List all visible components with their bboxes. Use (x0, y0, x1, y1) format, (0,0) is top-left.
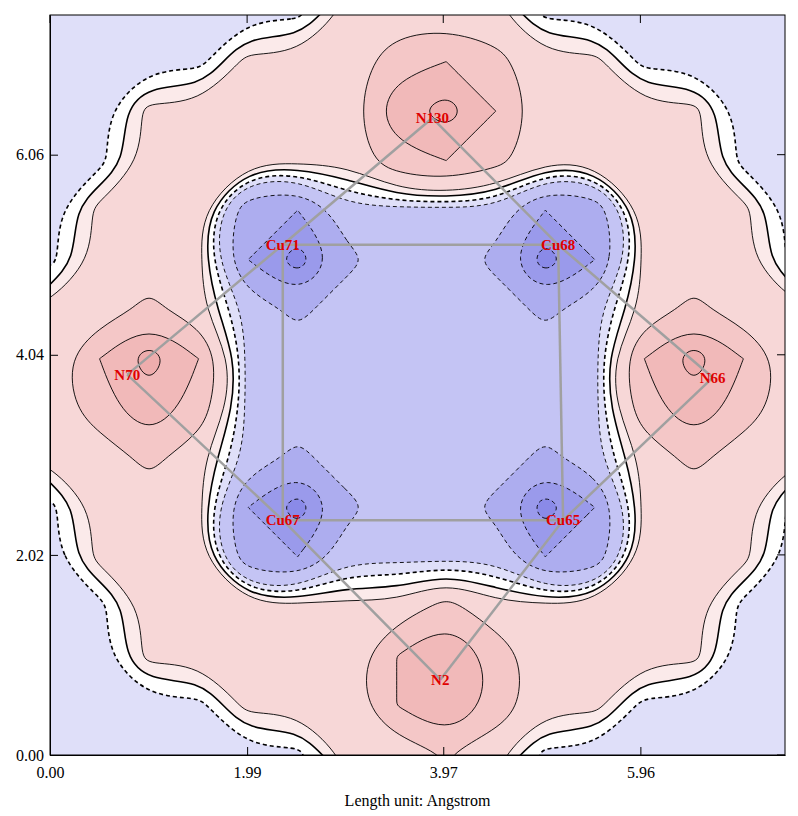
contour-line (50, 15, 785, 755)
tick-mark (50, 355, 58, 356)
tick-label: 0.00 (37, 764, 65, 781)
tick-label: 6.06 (16, 146, 44, 163)
tick-mark (247, 747, 248, 755)
tick-mark (443, 15, 444, 23)
contour-fill (100, 62, 744, 725)
contour-lines (50, 15, 785, 755)
contour-fill (138, 100, 705, 375)
tick: 0.00 (16, 747, 58, 764)
bond (432, 118, 558, 245)
contour-fill (50, 15, 785, 755)
tick: 3.97 (430, 747, 458, 781)
atom-labels: N130 Cu71 Cu68 N70 N66 Cu67 Cu65 N2 (114, 110, 726, 688)
tick-mark (50, 555, 58, 556)
axis-title: Length unit: Angstrom (345, 792, 491, 810)
tick: 5.96 (627, 747, 655, 781)
atom-label: Cu65 (546, 512, 580, 528)
bond (283, 244, 558, 247)
tick-label: 5.96 (627, 764, 655, 781)
contour-line (100, 62, 744, 725)
contour-line (72, 33, 770, 755)
bond (558, 245, 563, 520)
atom-label: N66 (700, 370, 726, 386)
atom-label: Cu68 (541, 237, 575, 253)
tick-mark (50, 155, 58, 156)
axis: 0.00 1.99 3.97 5.96 (37, 747, 786, 781)
axis-line (50, 16, 51, 756)
tick-mark (640, 747, 641, 755)
bond (558, 245, 713, 378)
contour-fill (72, 33, 770, 755)
tick-mark (777, 354, 785, 355)
tick-mark (50, 755, 58, 756)
tick-label: 3.97 (430, 764, 458, 781)
tick-mark (640, 15, 641, 23)
tick-mark (443, 747, 444, 755)
tick: 2.02 (16, 547, 58, 564)
contour-fills (50, 15, 785, 755)
contour-line (50, 15, 785, 755)
bond (127, 375, 283, 521)
chart: 0.00 1.99 3.97 5.96 0.00 2.02 4.04 6.06 Length u… (0, 0, 798, 816)
contour-fill (50, 15, 785, 755)
tick-label: 0.00 (16, 747, 44, 764)
contour-line (219, 182, 623, 586)
bond (282, 245, 285, 520)
atom-label: N2 (431, 672, 449, 688)
tick-label: 1.99 (234, 764, 262, 781)
atom-label: N130 (416, 110, 449, 126)
right-ticks (777, 155, 785, 755)
bond (283, 520, 441, 679)
plot-area (50, 15, 785, 755)
atom-label: Cu71 (266, 237, 300, 253)
tick: 6.06 (16, 146, 58, 163)
bond (283, 118, 433, 245)
tick: 1.99 (234, 747, 262, 781)
contour-line (287, 249, 557, 519)
bond (563, 378, 713, 521)
tick-mark (777, 554, 785, 555)
tick-mark (777, 755, 785, 756)
tick-mark (50, 15, 51, 23)
bond (440, 520, 563, 679)
contour-line (50, 15, 785, 755)
tick: 4.04 (16, 346, 58, 363)
contour-line (233, 195, 610, 572)
contour-fill (50, 15, 785, 755)
axis-line (51, 755, 786, 756)
tick-mark (247, 15, 248, 23)
bond (127, 245, 283, 375)
tick-mark (777, 154, 785, 155)
tick-label: 4.04 (16, 346, 44, 363)
top-ticks (50, 15, 640, 23)
contour-line (138, 100, 705, 375)
plot-frame (50, 15, 785, 755)
axis: 0.00 2.02 4.04 6.06 (16, 16, 58, 764)
tick-label: 2.02 (16, 547, 44, 564)
atom-label: N70 (114, 367, 140, 383)
atom-label: Cu67 (266, 512, 301, 528)
contour-line (248, 210, 595, 557)
bonds (127, 118, 712, 680)
bond (283, 519, 563, 522)
